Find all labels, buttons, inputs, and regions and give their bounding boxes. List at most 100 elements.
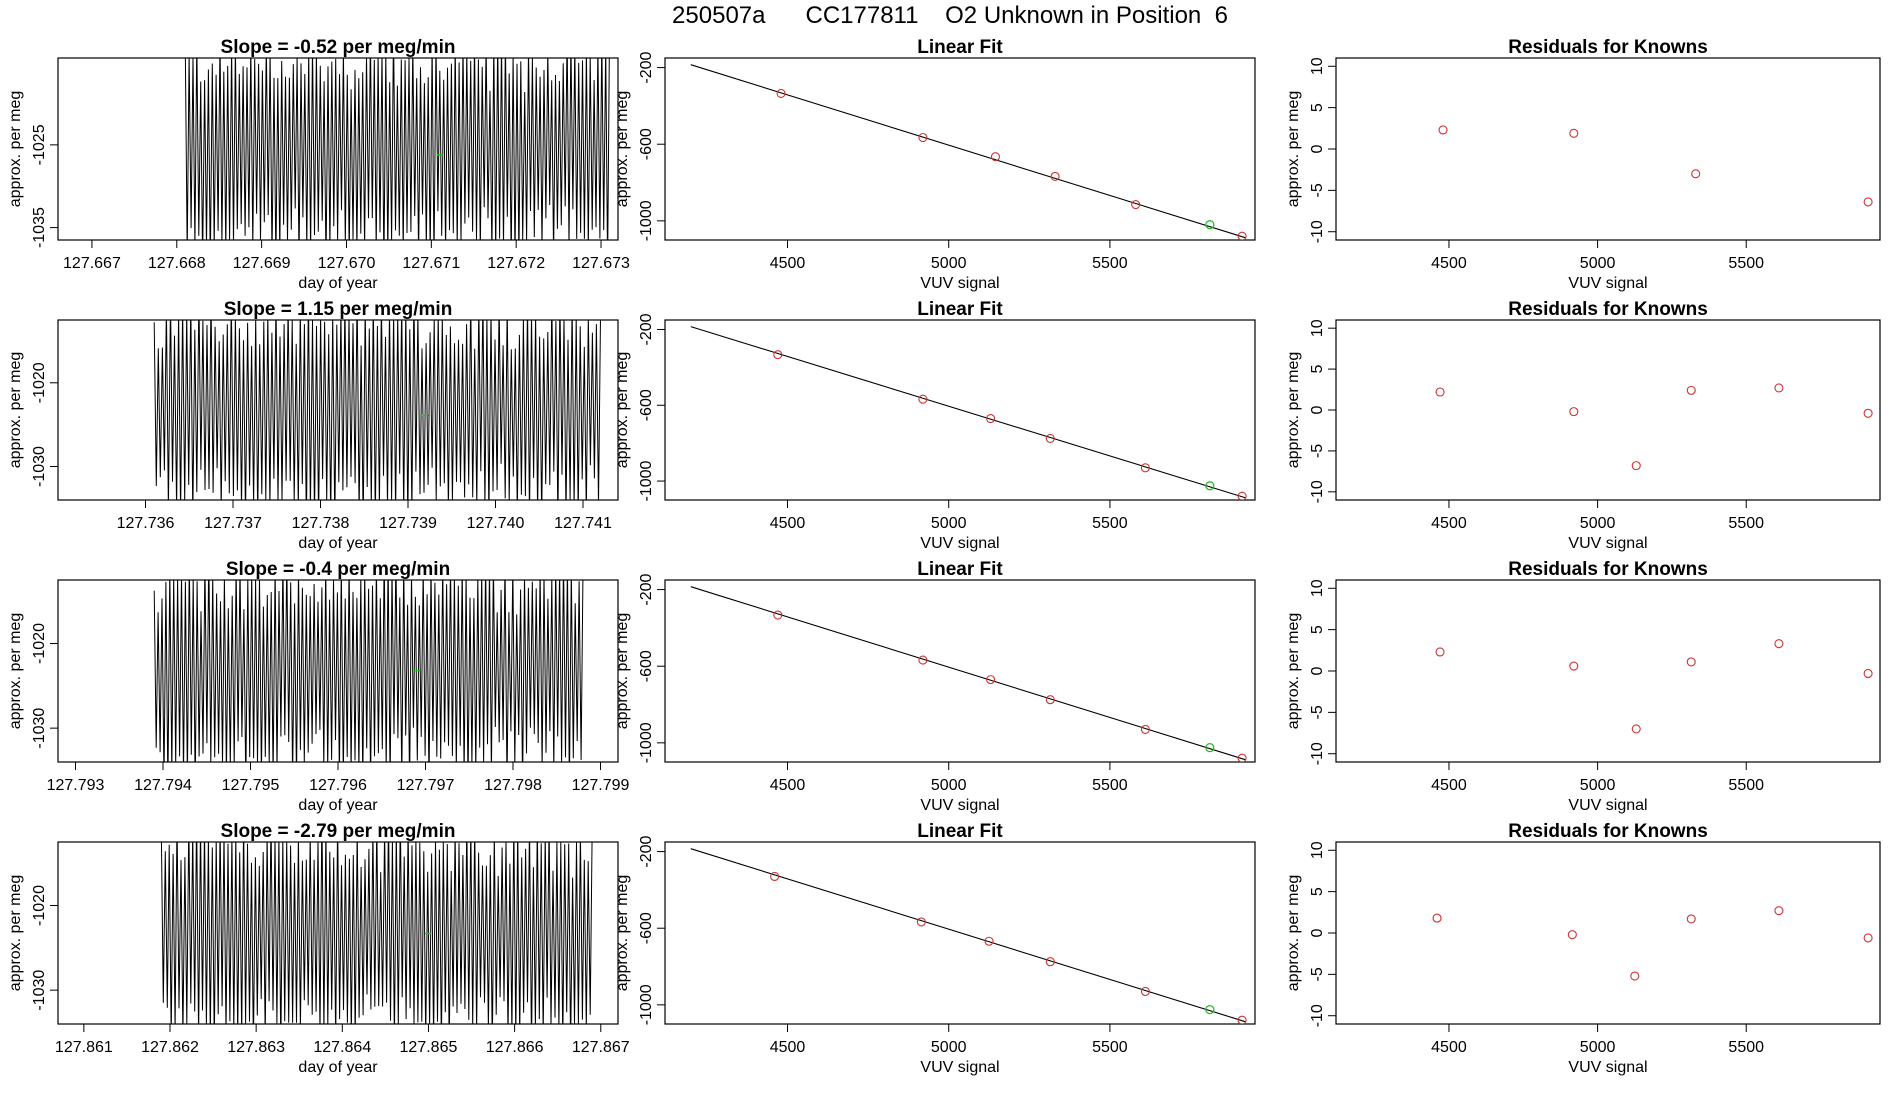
x-tick-label: 5500 — [1092, 515, 1128, 532]
x-tick-label: 127.863 — [227, 1039, 285, 1056]
known-point — [918, 655, 928, 665]
x-tick-label: 127.799 — [572, 777, 630, 794]
x-tick-label: 4500 — [770, 1039, 806, 1056]
panel-r0-c0: Slope = -0.52 per meg/min 127.667 127.668 1… — [7, 37, 630, 292]
x-tick-label: 4500 — [770, 777, 806, 794]
x-tick-label: 127.864 — [313, 1039, 371, 1056]
known-point — [1237, 231, 1247, 240]
y-tick-label: -200 — [638, 835, 655, 867]
plot-content — [1435, 639, 1873, 734]
x-tick-label: 127.740 — [467, 515, 525, 532]
unknown-point — [1205, 742, 1215, 753]
fit-line — [690, 848, 1246, 1023]
y-axis-label: approx. per meg — [7, 352, 24, 469]
known-point — [773, 350, 783, 360]
y-tick-label: -5 — [1309, 444, 1326, 458]
plot-content — [153, 320, 601, 500]
panel-r3-c2: Residuals for Knowns 4500 5000 5500 10 5 0 -5 -1… — [1285, 821, 1881, 1076]
y-tick-label: -1030 — [31, 708, 48, 749]
y-tick-label: -1000 — [638, 200, 655, 241]
y-tick-label: -600 — [638, 650, 655, 682]
x-tick-label: 127.795 — [222, 777, 280, 794]
panel-title: Linear Fit — [917, 821, 1003, 842]
panel-r0-c1: Linear Fit 4500 5000 5500 -200 -600 -1000 VUV s… — [614, 37, 1256, 292]
known-point — [776, 88, 786, 98]
y-tick-label: -600 — [638, 389, 655, 421]
known-point — [773, 610, 783, 620]
y-tick-label: -1030 — [31, 446, 48, 487]
x-tick-label: 4500 — [1431, 1039, 1467, 1056]
y-tick-label: -1030 — [31, 970, 48, 1011]
panel-title: Slope = -2.79 per meg/min — [221, 821, 456, 842]
plot-content — [160, 842, 593, 1024]
x-tick-label: 127.797 — [397, 777, 455, 794]
y-tick-label: 5 — [1309, 103, 1326, 112]
x-axis-label: day of year — [298, 1059, 378, 1076]
known-point — [986, 675, 996, 685]
residual-point — [1569, 128, 1579, 138]
y-tick-label: -10 — [1309, 742, 1326, 765]
residual-point — [1432, 913, 1442, 923]
panel-r2-c0: Slope = -0.4 per meg/min 127.793 127.794 12… — [7, 559, 630, 814]
data-trace — [160, 842, 593, 1024]
residual-point — [1569, 407, 1579, 417]
plot-content — [1438, 125, 1873, 207]
x-axis-label: VUV signal — [1568, 275, 1647, 292]
x-tick-label: 127.867 — [572, 1039, 630, 1056]
x-tick-label: 5000 — [931, 515, 967, 532]
residual-point — [1630, 971, 1640, 981]
y-tick-label: -1000 — [638, 460, 655, 501]
x-tick-label: 4500 — [1431, 777, 1467, 794]
residual-point — [1774, 906, 1784, 916]
plot-content — [690, 326, 1247, 500]
panel-title: Linear Fit — [917, 299, 1003, 320]
y-axis-label: approx. per meg — [7, 875, 24, 992]
x-tick-label: 5000 — [1580, 515, 1616, 532]
x-axis-label: VUV signal — [920, 275, 999, 292]
known-point — [1131, 200, 1141, 210]
panel-title: Slope = -0.4 per meg/min — [226, 559, 450, 580]
x-tick-label: 127.866 — [486, 1039, 544, 1056]
x-tick-label: 127.738 — [292, 515, 350, 532]
x-axis-label: day of year — [298, 535, 378, 552]
plot-content — [690, 586, 1247, 762]
x-tick-label: 127.670 — [318, 255, 376, 272]
y-tick-label: -600 — [638, 128, 655, 160]
x-tick-label: 127.667 — [63, 255, 121, 272]
plot-box — [1335, 841, 1881, 1025]
x-tick-label: 5500 — [1092, 1039, 1128, 1056]
panel-r1-c1: Linear Fit 4500 5000 5500 -200 -600 -1000 VUV s… — [614, 299, 1256, 552]
panel-r3-c0: Slope = -2.79 per meg/min 127.861 127.862 1… — [7, 821, 630, 1076]
residual-point — [1686, 657, 1696, 667]
residual-point — [1863, 408, 1873, 418]
residual-point — [1863, 668, 1873, 679]
known-point — [1140, 463, 1150, 473]
y-tick-label: -1025 — [31, 124, 48, 165]
residual-point — [1435, 647, 1445, 657]
known-point — [1050, 171, 1060, 181]
x-tick-label: 127.736 — [117, 515, 175, 532]
x-tick-label: 127.672 — [487, 255, 545, 272]
x-axis-label: VUV signal — [1568, 1059, 1647, 1076]
y-axis-label: approx. per meg — [7, 613, 24, 730]
residual-point — [1686, 385, 1696, 395]
y-axis-label: approx. per meg — [614, 352, 631, 469]
plot-box — [1335, 57, 1881, 241]
x-tick-label: 5500 — [1728, 777, 1764, 794]
data-trace — [184, 58, 610, 240]
y-tick-label: -10 — [1309, 220, 1326, 243]
panel-title: Linear Fit — [917, 559, 1003, 580]
residual-point — [1691, 169, 1701, 179]
residual-point — [1631, 724, 1641, 734]
residual-point — [1774, 383, 1784, 393]
known-point — [770, 871, 780, 882]
x-tick-label: 127.669 — [233, 255, 291, 272]
data-trace — [153, 320, 601, 500]
x-axis-label: VUV signal — [920, 797, 999, 814]
x-tick-label: 5000 — [931, 777, 967, 794]
x-tick-label: 127.798 — [484, 777, 542, 794]
x-tick-label: 127.741 — [554, 515, 612, 532]
y-axis-label: approx. per meg — [1285, 352, 1302, 469]
x-axis-label: VUV signal — [920, 535, 999, 552]
x-tick-label: 127.671 — [402, 255, 460, 272]
